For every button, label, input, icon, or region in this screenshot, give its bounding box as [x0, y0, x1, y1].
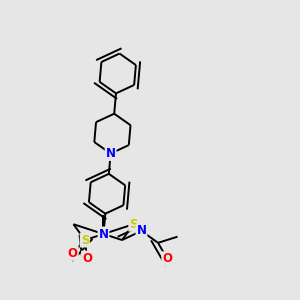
Text: N: N — [136, 224, 146, 238]
Text: S: S — [129, 218, 138, 231]
Text: O: O — [82, 251, 92, 265]
Text: N: N — [106, 147, 116, 160]
Text: O: O — [162, 252, 172, 265]
Text: N: N — [98, 227, 109, 241]
Text: O: O — [68, 247, 78, 260]
Text: S: S — [81, 233, 89, 247]
